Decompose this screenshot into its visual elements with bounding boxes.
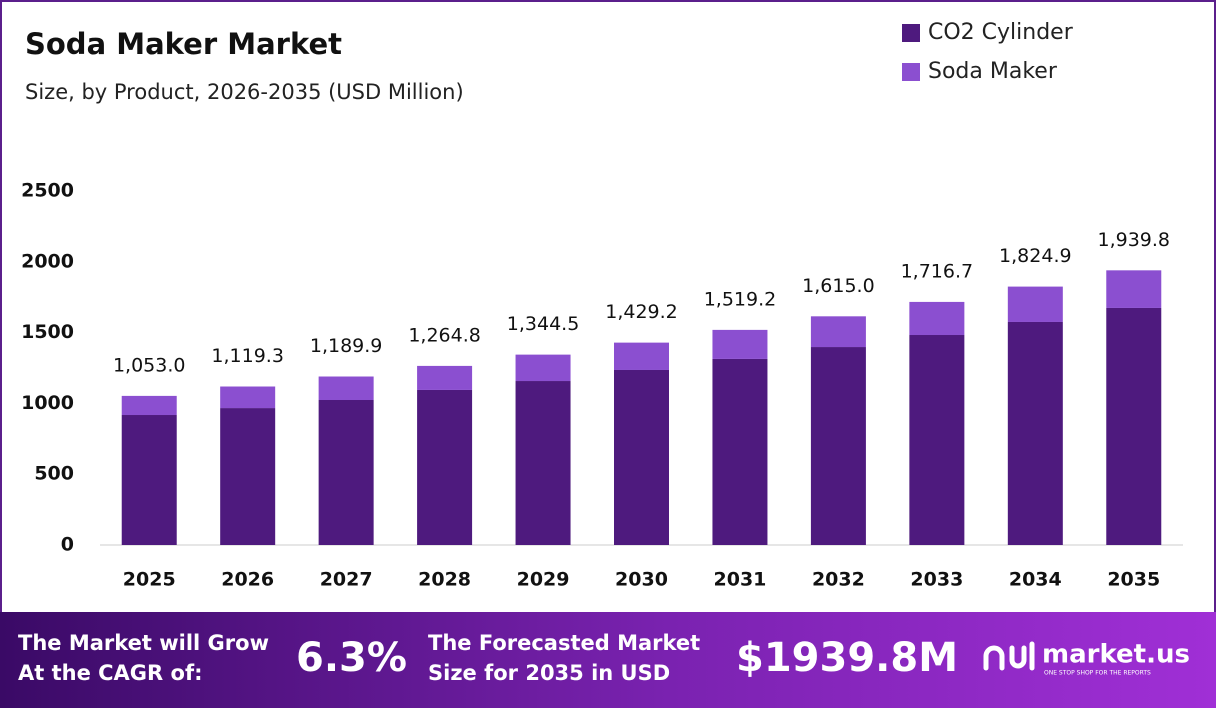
legend-swatch [902, 24, 920, 42]
y-tick-label: 2500 [21, 180, 74, 202]
total-label: 1,716.7 [901, 260, 974, 282]
total-label: 1,519.2 [704, 288, 777, 310]
x-tick-label: 2025 [123, 569, 176, 591]
y-tick-label: 1500 [21, 321, 74, 343]
x-tick-label: 2034 [1009, 569, 1062, 591]
total-label: 1,264.8 [408, 324, 481, 346]
banner-text: The Market will Grow [18, 631, 269, 655]
bar-segment [810, 347, 866, 545]
bar-segment [417, 365, 473, 390]
total-label: 1,189.9 [310, 335, 383, 357]
banner-value: 6.3% [296, 635, 407, 681]
y-tick-label: 500 [34, 463, 74, 485]
brand-name: market.us [1042, 640, 1190, 670]
bar-segment [1007, 286, 1063, 322]
bar-segment [909, 301, 965, 336]
bar-segment [121, 415, 177, 545]
x-tick-label: 2032 [812, 569, 865, 591]
bar-segment [515, 354, 571, 382]
banner-value: $1939.8M [736, 635, 958, 681]
bar-segment [318, 400, 374, 545]
total-label: 1,119.3 [211, 345, 284, 367]
x-tick-label: 2029 [517, 569, 570, 591]
total-label: 1,053.0 [113, 354, 186, 376]
bar-segment [220, 408, 276, 545]
bar-segment [909, 335, 965, 545]
bar-segment [614, 342, 669, 370]
y-tick-label: 1000 [21, 392, 74, 414]
banner-text: At the CAGR of: [18, 661, 203, 685]
legend-label: Soda Maker [928, 59, 1058, 84]
x-tick-label: 2035 [1107, 569, 1160, 591]
bar-segment [220, 386, 276, 409]
bar-segment [1106, 270, 1162, 308]
total-label: 1,615.0 [802, 275, 875, 297]
chart-title: Soda Maker Market [25, 27, 342, 61]
chart-subtitle: Size, by Product, 2026-2035 (USD Million… [25, 80, 464, 104]
x-tick-label: 2031 [714, 569, 767, 591]
bar-segment [810, 316, 866, 348]
bar-segment [515, 381, 571, 545]
x-tick-label: 2028 [418, 569, 471, 591]
x-tick-label: 2026 [221, 569, 274, 591]
bar-segment [318, 376, 374, 401]
bar-segment [614, 369, 669, 545]
brand-tagline: ONE STOP SHOP FOR THE REPORTS [1044, 670, 1151, 677]
total-label: 1,824.9 [999, 245, 1072, 267]
bar-segment [1007, 321, 1063, 545]
bar-segment [121, 395, 177, 416]
bar-segment [712, 329, 768, 359]
brand-logo [983, 641, 1035, 671]
legend-label: CO2 Cylinder [928, 20, 1074, 45]
bar-segment [417, 389, 473, 545]
y-tick-label: 0 [61, 534, 74, 556]
total-label: 1,344.5 [507, 313, 580, 335]
x-tick-label: 2033 [910, 569, 963, 591]
y-tick-label: 2000 [21, 250, 74, 272]
legend-swatch [902, 63, 920, 81]
bar-segment [1106, 307, 1162, 545]
banner-text: Size for 2035 in USD [428, 661, 670, 685]
banner-text: The Forecasted Market [428, 631, 700, 655]
total-label: 1,429.2 [605, 301, 678, 323]
bar-segment [712, 358, 768, 545]
x-tick-label: 2030 [615, 569, 668, 591]
x-tick-label: 2027 [320, 569, 373, 591]
total-label: 1,939.8 [1098, 229, 1171, 251]
